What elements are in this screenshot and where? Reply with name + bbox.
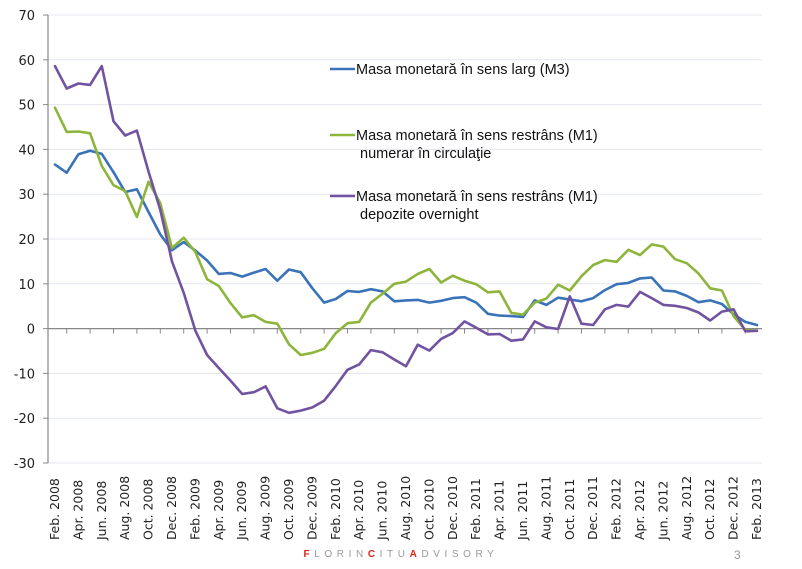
- legend-label-m1-overnight: Masa monetară în sens restrâns (M1) depo…: [356, 189, 602, 223]
- x-tick-label: Oct. 2008: [141, 479, 156, 540]
- x-tick-label: Feb. 2008: [47, 478, 62, 540]
- legend-item-m3: Masa monetară în sens larg (M3): [330, 62, 570, 78]
- legend-label-m1-numerar: Masa monetară în sens restrâns (M1) nume…: [356, 128, 602, 162]
- series-line-m1-overnight: [53, 64, 759, 415]
- y-tick-label: 40: [18, 143, 35, 158]
- brand-segment: A: [409, 549, 422, 560]
- x-tick-label: Aug. 2009: [258, 476, 273, 540]
- x-tick-label: Dec. 2012: [726, 476, 741, 540]
- x-tick-label: Jun. 2011: [515, 481, 530, 541]
- x-tick-label: Aug. 2011: [538, 476, 553, 540]
- page-number: 3: [734, 548, 741, 562]
- y-tick-label: -20: [14, 412, 35, 427]
- legend-label-m1-numerar-line1: Masa monetară în sens restrâns (M1): [356, 128, 598, 144]
- brand-segment: DVISORY: [421, 549, 499, 560]
- y-tick-label: 30: [18, 188, 35, 203]
- x-tick-label: Feb. 2009: [187, 478, 202, 540]
- x-tick-label: Dec. 2010: [445, 476, 460, 540]
- y-tick-label: -10: [14, 367, 35, 382]
- legend-item-m1-overnight: Masa monetară în sens restrâns (M1) depo…: [330, 189, 602, 223]
- x-tick-label: Oct. 2012: [702, 479, 717, 540]
- x-tick-label: Feb. 2013: [749, 478, 764, 540]
- x-tick-label: Apr. 2008: [70, 480, 85, 540]
- series-lines: [53, 64, 759, 415]
- x-tick-label: Jun. 2012: [655, 481, 670, 541]
- legend-label-m1-overnight-line1: Masa monetară în sens restrâns (M1): [356, 189, 598, 205]
- x-tick-label: Oct. 2010: [421, 479, 436, 540]
- x-tick-label: Oct. 2009: [281, 479, 296, 540]
- x-tick-label: Aug. 2010: [398, 476, 413, 540]
- series-line-m3: [53, 149, 759, 327]
- gridlines: [48, 14, 762, 464]
- y-tick-label: 70: [18, 9, 35, 24]
- legend: Masa monetară în sens larg (M3) Masa mon…: [330, 62, 602, 223]
- x-tick-label: Jun. 2008: [94, 481, 109, 541]
- x-tick-label: Dec. 2011: [585, 476, 600, 540]
- x-tick-label: Aug. 2012: [679, 476, 694, 540]
- y-axis-ticks: -30 -20 -10 0 10 20 30 40 50 60 70: [14, 9, 48, 472]
- x-tick-label: Apr. 2010: [351, 480, 366, 540]
- legend-label-m1-numerar-line2: numerar în circulaţie: [360, 146, 491, 162]
- legend-item-m1-numerar: Masa monetară în sens restrâns (M1) nume…: [330, 128, 602, 162]
- x-tick-label: Apr. 2012: [632, 480, 647, 540]
- brand-segment: LORIN: [314, 549, 368, 560]
- x-tick-label: Feb. 2010: [328, 478, 343, 540]
- brand-segment: F: [303, 549, 315, 560]
- x-tick-label: Dec. 2009: [304, 476, 319, 540]
- x-tick-label: Jun. 2009: [234, 481, 249, 541]
- y-tick-label: -30: [14, 457, 35, 472]
- y-tick-label: 60: [18, 54, 35, 69]
- legend-label-m3: Masa monetară în sens larg (M3): [356, 62, 570, 78]
- x-tick-label: Dec. 2008: [164, 476, 179, 540]
- y-tick-label: 0: [27, 323, 35, 338]
- legend-label-m1-overnight-line2: depozite overnight: [360, 207, 479, 223]
- x-axis-ticks: Feb. 2008 Apr. 2008 Jun. 2008 Aug. 2008 Oct.…: [47, 328, 764, 541]
- y-tick-label: 50: [18, 99, 35, 114]
- x-tick-label: Oct. 2011: [562, 479, 577, 540]
- y-tick-label: 10: [18, 278, 35, 293]
- x-tick-label: Feb. 2012: [609, 478, 624, 540]
- brand-segment: ITU: [379, 549, 410, 560]
- x-tick-label: Jun. 2010: [375, 481, 390, 541]
- x-tick-label: Feb. 2011: [468, 478, 483, 540]
- footer-brand-logo: FLORINCITUADVISORY: [0, 549, 802, 560]
- brand-segment: C: [367, 549, 380, 560]
- y-tick-label: 20: [18, 233, 35, 248]
- x-tick-label: Apr. 2011: [492, 480, 507, 540]
- x-tick-label: Aug. 2008: [117, 476, 132, 540]
- series-line-m1-numerar: [53, 106, 759, 357]
- x-tick-label: Apr. 2009: [211, 480, 226, 540]
